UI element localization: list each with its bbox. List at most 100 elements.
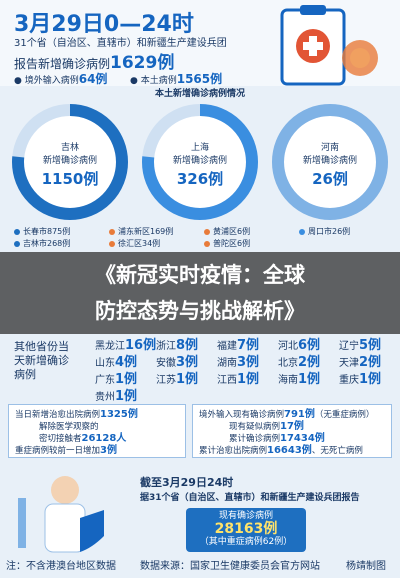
donut-name: 吉林 xyxy=(60,143,79,153)
box-label: 重症病例较前一日增加 xyxy=(15,446,101,456)
province-count: 2例 xyxy=(298,355,321,370)
province-name: 重庆 xyxy=(339,375,359,386)
left-box: 当日新增治愈出院病例1325例 解除医学观察的 密切接触者26128人 重症病例较前一… xyxy=(8,404,186,458)
donut-number: 1150例 xyxy=(41,170,99,188)
donut-number: 26例 xyxy=(312,170,348,188)
legend-item: 吉林市268例 xyxy=(14,238,70,249)
province-count: 3例 xyxy=(176,355,199,370)
legend-dot xyxy=(299,228,305,235)
province-name: 福建 xyxy=(217,341,237,352)
medic-illustration xyxy=(18,476,104,553)
province: 浙江8例 xyxy=(156,334,198,353)
report: 报告新增确诊病例1629例 xyxy=(14,48,174,73)
box-label: 密切接触者 xyxy=(39,434,82,444)
legend-item: 周口市26例 xyxy=(299,226,350,237)
box-number: 3例 xyxy=(100,445,117,456)
summary-scope: 据31个省（自治区、直辖市）和新疆生产建设兵团报告 xyxy=(140,493,360,503)
donut-label: 新增确诊病例 xyxy=(302,156,357,166)
province: 辽宁5例 xyxy=(339,334,381,353)
legend-item: 黄浦区6例 xyxy=(204,226,250,237)
province: 天津2例 xyxy=(339,351,381,370)
box-note: 、无死亡病例 xyxy=(311,446,363,456)
donut-name: 上海 xyxy=(190,143,209,153)
report-number: 1629例 xyxy=(110,53,175,73)
legend-dot xyxy=(204,228,210,235)
box-line: 累计治愈出院病例16643例、无死亡病例 xyxy=(199,445,385,457)
box-line: 重症病例较前一日增加3例 xyxy=(15,445,179,457)
province-name: 辽宁 xyxy=(339,341,359,352)
report-label: 报告新增确诊病例 xyxy=(14,57,111,71)
legend-dot xyxy=(14,228,20,235)
box-line: 境外输入现有确诊病例791例（无重症病例） xyxy=(199,409,385,421)
province: 河北6例 xyxy=(278,334,320,353)
box-number: 1325例 xyxy=(100,409,138,420)
box-label: 现有疑似病例 xyxy=(229,422,281,432)
donut xyxy=(272,104,388,220)
donut-text: 上海 新增确诊病例 326例 xyxy=(150,140,250,189)
box-line: 解除医学观察的 xyxy=(15,421,179,433)
legend-item: 徐汇区34例 xyxy=(109,238,160,249)
legend-text: 吉林市268例 xyxy=(23,239,71,248)
province-count: 1例 xyxy=(298,372,321,387)
legend-text: 黄浦区6例 xyxy=(213,227,251,236)
box-line: 密切接触者26128人 xyxy=(15,433,179,445)
province: 重庆1例 xyxy=(339,368,381,387)
province: 广东1例 xyxy=(95,368,137,387)
donut-text: 河南新增确诊病例 26例 xyxy=(280,140,380,189)
box-number: 26128人 xyxy=(81,433,127,444)
box-label: 累计确诊病例 xyxy=(229,434,281,444)
province-count: 7例 xyxy=(237,338,260,353)
box-label: 当日新增治愈出院病例 xyxy=(15,410,101,420)
donut xyxy=(142,104,258,220)
legend-dot xyxy=(204,240,210,247)
legend-text: 长春市875例 xyxy=(23,227,71,236)
imported-label: 境外输入病例 xyxy=(24,76,79,86)
legend-text: 浦东新区169例 xyxy=(118,227,174,236)
province-count: 1例 xyxy=(237,372,260,387)
summary-badge: 现有确诊病例 28163例 （其中重症病例62例） xyxy=(186,508,306,552)
province-count: 16例 xyxy=(125,338,157,353)
province: 江苏1例 xyxy=(156,368,198,387)
province-name: 北京 xyxy=(278,358,298,369)
province-name: 浙江 xyxy=(156,341,176,352)
province: 福建7例 xyxy=(217,334,259,353)
overlay-line: 《新冠实时疫情：全球 xyxy=(95,263,305,287)
box-line: 现有疑似病例17例 xyxy=(199,421,385,433)
province: 黑龙江16例 xyxy=(95,334,156,353)
box-number: 17例 xyxy=(280,421,304,432)
province-name: 河北 xyxy=(278,341,298,352)
box-number: 791例 xyxy=(284,409,315,420)
province-count: 1例 xyxy=(176,372,199,387)
province-count: 4例 xyxy=(115,355,138,370)
province-count: 3例 xyxy=(237,355,260,370)
header: 3月29日0—24时 31个省（自治区、直辖市）和新疆生产建设兵团 报告新增确诊… xyxy=(0,0,400,86)
box-label: 解除医学观察的 xyxy=(39,422,99,432)
box-label: 境外输入现有确诊病例 xyxy=(199,410,285,420)
legend-dot xyxy=(14,240,20,247)
legend-item: 普陀区6例 xyxy=(204,238,250,249)
legend-text: 普陀区6例 xyxy=(213,239,251,248)
province-name: 黑龙江 xyxy=(95,341,125,352)
footer-author: 杨靖制图 xyxy=(346,561,386,572)
donut-name: 河南 xyxy=(320,143,339,153)
province-count: 1例 xyxy=(115,389,138,404)
province: 江西1例 xyxy=(217,368,259,387)
local: ● 本土病例1565例 xyxy=(130,72,223,86)
local-number: 1565例 xyxy=(176,72,223,86)
province: 贵州1例 xyxy=(95,385,137,404)
province: 北京2例 xyxy=(278,351,320,370)
legend-text: 徐汇区34例 xyxy=(118,239,161,248)
box-line: 累计确诊病例17434例 xyxy=(199,433,385,445)
provinces-label: 其他省份当天新增确诊病例 xyxy=(14,340,69,381)
province-name: 湖南 xyxy=(217,358,237,369)
donut-text: 吉林 新增确诊病例 1150例 xyxy=(20,140,120,189)
province-name: 广东 xyxy=(95,375,115,386)
local-label: 本土病例 xyxy=(140,76,177,86)
province-count: 1例 xyxy=(359,372,382,387)
legend-dot xyxy=(109,228,115,235)
section-title: 本土新增确诊病例情况 xyxy=(154,89,245,99)
donut-number: 326例 xyxy=(176,170,224,188)
legend-dot xyxy=(109,240,115,247)
province: 湖南3例 xyxy=(217,351,259,370)
scope: 31个省（自治区、直辖市）和新疆生产建设兵团 xyxy=(14,38,227,49)
